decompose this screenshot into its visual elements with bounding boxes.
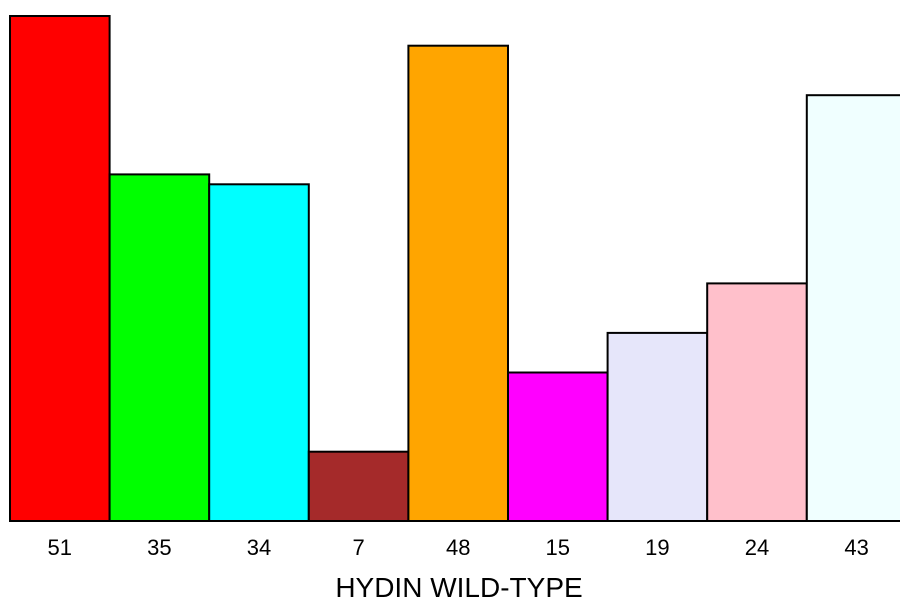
bar-24 xyxy=(706,282,808,522)
x-tick-label: 51 xyxy=(48,535,72,560)
x-tick-label: 43 xyxy=(844,535,868,560)
bar-7 xyxy=(307,450,410,523)
bar-51 xyxy=(9,15,111,522)
x-tick-label: 24 xyxy=(745,535,769,560)
bar-48 xyxy=(407,44,509,522)
bar-43 xyxy=(805,94,900,522)
x-tick-labels-group: 51 35 34 7 48 15 19 24 43 xyxy=(48,535,869,560)
bar-19 xyxy=(606,331,709,522)
x-tick-label: 15 xyxy=(546,535,570,560)
x-tick-label: 48 xyxy=(446,535,470,560)
x-axis-title: HYDIN WILD-TYPE xyxy=(335,572,582,603)
x-tick-label: 35 xyxy=(147,535,171,560)
bar-15 xyxy=(507,371,609,522)
bar-34 xyxy=(208,183,310,523)
x-tick-label: 19 xyxy=(645,535,669,560)
x-tick-label: 34 xyxy=(247,535,271,560)
bar-35 xyxy=(108,173,211,522)
x-tick-label: 7 xyxy=(352,535,364,560)
bars-group xyxy=(9,15,900,523)
